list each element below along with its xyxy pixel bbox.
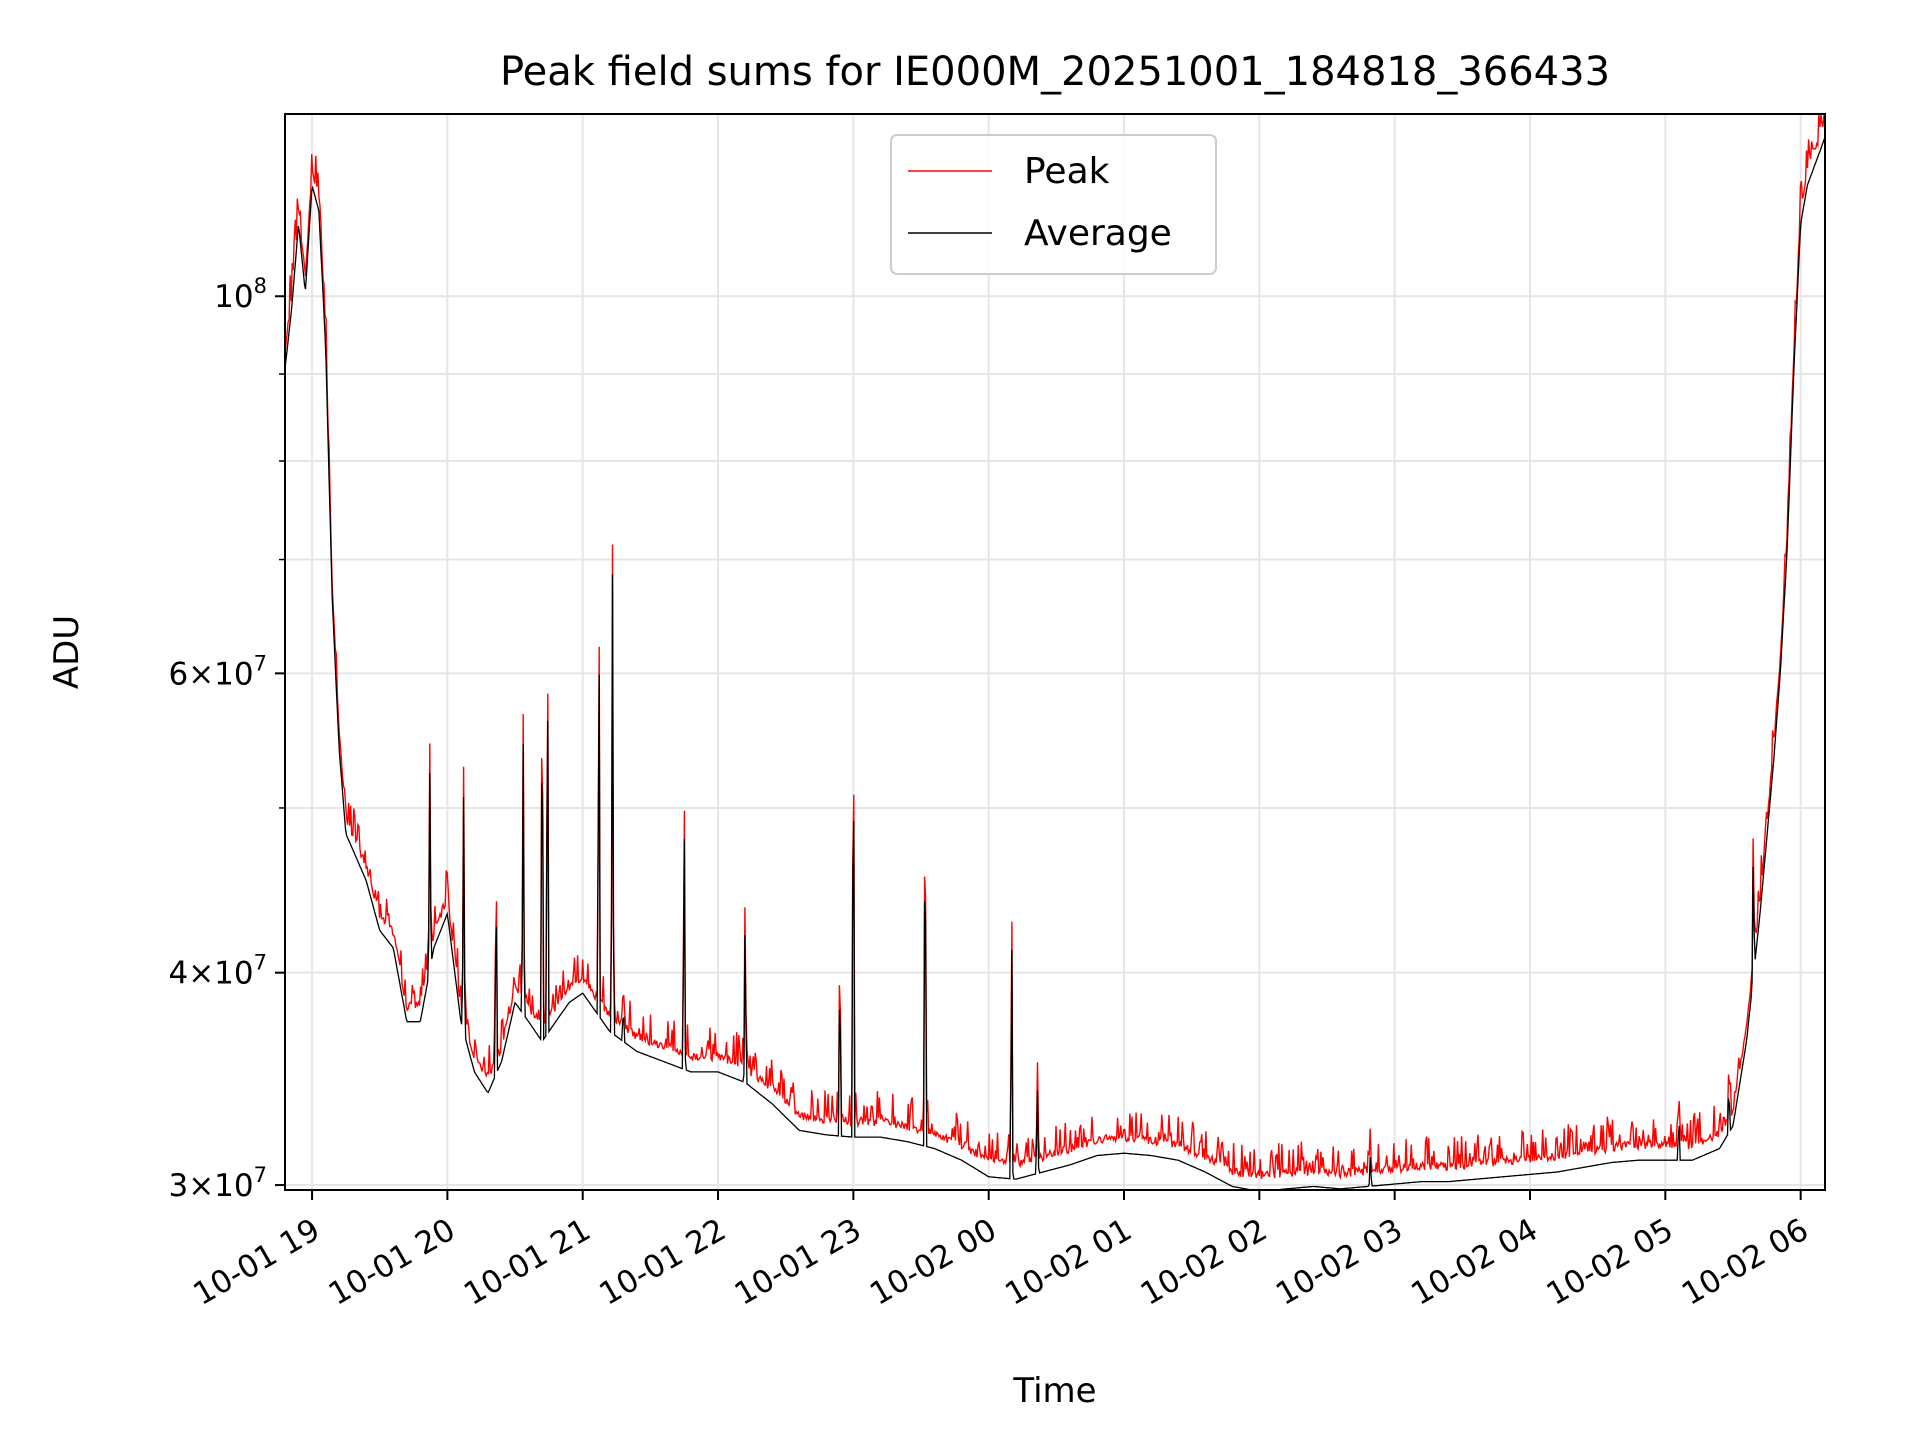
y-axis-label: ADU (47, 615, 87, 689)
average-series-line (284, 136, 1826, 1191)
x-axis-label: Time (1012, 1371, 1096, 1411)
y-tick-label-3: 108 (214, 274, 267, 315)
legend: Peak Average (890, 134, 1217, 275)
chart-title: Peak field sums for IE000M_20251001_1848… (500, 49, 1610, 95)
grid (285, 114, 1825, 1190)
legend-box (890, 134, 1217, 275)
series-layer (284, 113, 1826, 1191)
y-tick-label-1: 4×107 (168, 951, 267, 992)
y-tick-label-0: 3×107 (168, 1163, 267, 1204)
legend-average-label: Average (1024, 213, 1172, 254)
legend-peak-label: Peak (1024, 151, 1110, 192)
peak-series-line (284, 113, 1826, 1181)
plot-frame (284, 113, 1826, 1191)
y-tick-label-2: 6×107 (168, 651, 267, 692)
